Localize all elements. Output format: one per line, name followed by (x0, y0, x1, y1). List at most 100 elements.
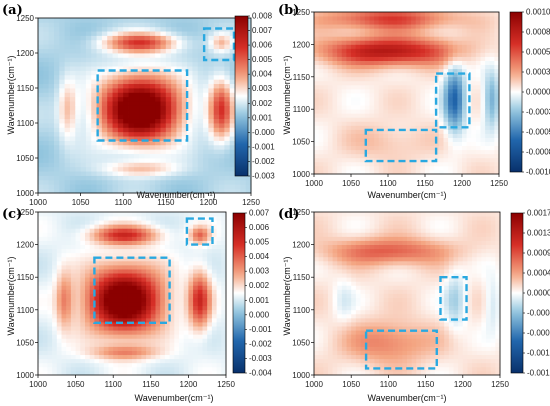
heatmap-cell (38, 346, 44, 351)
heatmap-cell (406, 76, 412, 82)
heatmap-cell (420, 109, 426, 114)
heatmap-cell (176, 79, 183, 85)
heatmap-cell (56, 269, 62, 274)
heatmap-cell (91, 118, 97, 124)
heatmap-cell (489, 137, 495, 142)
heatmap-cell (144, 114, 151, 120)
heatmap-cell (128, 175, 135, 181)
heatmap-cell (96, 61, 103, 67)
heatmap-cell (59, 101, 66, 106)
heatmap-cell (203, 149, 209, 155)
panel-a: (a) 1000 1050 1100 1150 1200 1250100010501100… (2, 3, 275, 207)
heatmap-cell (127, 346, 133, 351)
heatmap-cell (224, 44, 231, 50)
heatmap-cell (364, 133, 370, 138)
heatmap-cell (64, 74, 71, 80)
heatmap-cell (193, 317, 199, 323)
heatmap-cell (64, 140, 71, 146)
heatmap-cell (38, 175, 44, 181)
heatmap-cell (208, 149, 215, 155)
heatmap-cell (240, 175, 247, 181)
heatmap-cell (164, 244, 170, 250)
heatmap-cell (117, 248, 123, 254)
heatmap-cell (364, 84, 370, 90)
heatmap-cell (192, 88, 199, 93)
heatmap-cell (360, 80, 366, 86)
heatmap-cell (438, 64, 444, 70)
heatmap-cell (99, 370, 105, 376)
heatmap-cell (85, 53, 92, 58)
heatmap-cell (438, 84, 444, 90)
heatmap-cell (59, 184, 66, 190)
heatmap-cell (397, 28, 403, 33)
heatmap-cell (128, 39, 135, 45)
heatmap-cell (48, 22, 55, 28)
heatmap-cell (341, 93, 347, 98)
heatmap-cell (132, 293, 138, 298)
heatmap-cell (327, 12, 333, 17)
heatmap-cell (181, 48, 188, 54)
heatmap-cell (56, 305, 62, 311)
heatmap-cell (224, 70, 231, 76)
heatmap-cell (101, 140, 108, 146)
heatmap-cell (337, 32, 343, 37)
heatmap-cell (221, 358, 227, 364)
heatmap-cell (187, 92, 193, 98)
heatmap-cell (406, 28, 412, 33)
heatmap-cell (108, 277, 114, 282)
heatmap-cell (401, 149, 407, 155)
heatmap-cell (323, 40, 329, 45)
heatmap-cell (75, 366, 81, 372)
heatmap-cell (146, 273, 152, 278)
heatmap-cell (136, 338, 142, 343)
heatmap-cell (160, 83, 167, 89)
heatmap-cell (103, 293, 109, 298)
heatmap-cell (369, 44, 375, 49)
heatmap-cell (314, 117, 320, 122)
heatmap-cell (224, 53, 231, 58)
heatmap-cell (112, 44, 119, 50)
heatmap-cell (128, 35, 135, 41)
heatmap-cell (197, 330, 203, 335)
heatmap-cell (89, 277, 95, 282)
heatmap-cells (314, 12, 500, 175)
heatmap-cell (318, 109, 324, 114)
heatmap-cell (155, 92, 161, 98)
heatmap-cell (224, 136, 231, 141)
heatmap-cell (187, 39, 193, 45)
heatmap-cell (113, 244, 119, 250)
heatmap-cell (457, 109, 463, 114)
heatmap-cell (462, 56, 468, 61)
heatmap-cell (466, 40, 472, 45)
heatmap-cell (117, 326, 123, 331)
heatmap-cell (171, 18, 177, 23)
heatmap-cell (443, 105, 449, 110)
heatmap-cell (420, 149, 426, 155)
heatmap-cell (107, 162, 113, 168)
heatmap-cell (108, 330, 114, 335)
heatmap-cell (146, 285, 152, 290)
heatmap-cell (43, 171, 50, 176)
heatmap-cell (117, 346, 123, 351)
heatmap-cell (80, 240, 86, 246)
heatmap-cell (139, 188, 145, 194)
x-tick-label: 1250 (217, 380, 235, 389)
heatmap-cell (323, 80, 329, 86)
heatmap-cell (411, 161, 417, 167)
heatmap-cell (85, 57, 92, 63)
heatmap-cell (112, 70, 119, 76)
heatmap-cell (75, 88, 82, 93)
heatmap-cell (96, 92, 103, 98)
heatmap-cell (66, 220, 72, 225)
heatmap-cell (202, 240, 208, 246)
heatmap-cell (355, 129, 361, 134)
heatmap-cell (66, 281, 72, 286)
heatmap-cell (434, 60, 440, 66)
heatmap-cell (351, 161, 357, 167)
heatmap-cell (94, 358, 100, 364)
heatmap-cell (187, 53, 193, 58)
heatmap-cell (314, 60, 320, 66)
heatmap-cell (164, 305, 170, 311)
heatmap-cell (94, 236, 100, 241)
heatmap-cell (208, 175, 215, 181)
